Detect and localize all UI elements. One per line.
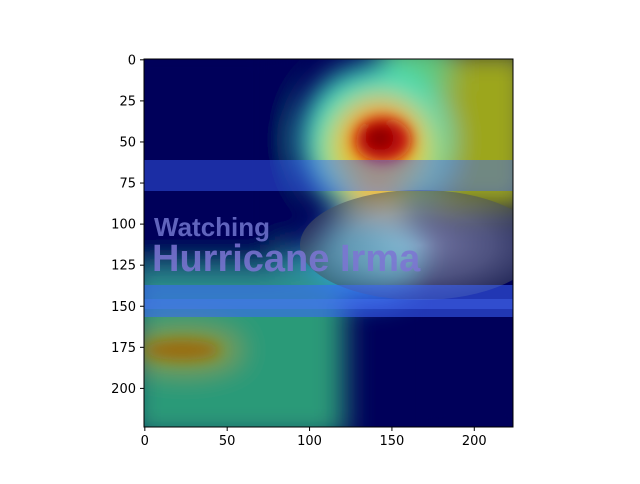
- y-tick-label: 75: [119, 177, 136, 192]
- y-tick-label: 0: [128, 53, 136, 68]
- x-tick-label: 0: [141, 434, 149, 449]
- caption-line-1: Watching: [154, 212, 270, 242]
- y-tick-label: 200: [111, 382, 136, 397]
- heatmap-image: Watching Hurricane Irma: [144, 59, 513, 427]
- y-tick-label: 150: [111, 300, 136, 315]
- storm-satellite-image: [300, 190, 513, 300]
- y-tick-label: 175: [111, 341, 136, 356]
- caption-line-2: Hurricane Irma: [152, 238, 421, 280]
- x-tick-label: 50: [219, 434, 236, 449]
- y-axis: 0 25 50 75 100 125 150 175 200: [111, 53, 144, 397]
- x-tick-label: 150: [380, 434, 405, 449]
- y-tick-label: 125: [111, 259, 136, 274]
- x-axis: 0 50 100 150 200: [141, 427, 487, 449]
- x-tick-label: 100: [297, 434, 322, 449]
- y-tick-label: 100: [111, 218, 136, 233]
- y-tick-label: 25: [119, 94, 136, 109]
- y-tick-label: 50: [119, 135, 136, 150]
- axes-frame: [143, 58, 514, 428]
- x-tick-label: 200: [462, 434, 487, 449]
